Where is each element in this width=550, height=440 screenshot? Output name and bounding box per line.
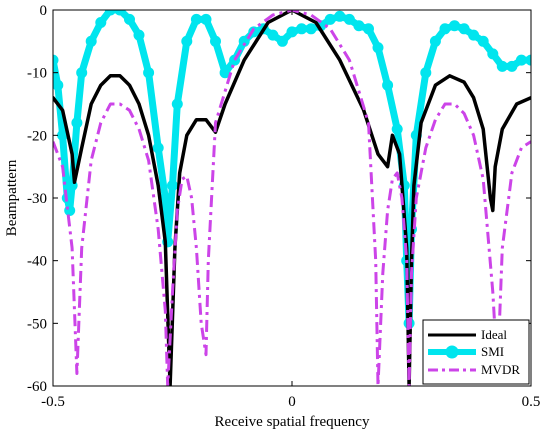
x-axis-title: Receive spatial frequency xyxy=(215,414,370,430)
series-point-smi xyxy=(487,48,499,60)
x-tick-label: 0 xyxy=(288,394,296,410)
series-point-smi xyxy=(95,17,107,28)
series-point-smi xyxy=(167,180,178,191)
series-line-mvdr xyxy=(53,10,531,386)
y-tick-label: 0 xyxy=(40,3,48,19)
series-point-smi xyxy=(238,35,250,47)
y-tick-label: -30 xyxy=(27,191,47,207)
series-point-smi xyxy=(210,35,221,47)
series-point-smi xyxy=(506,60,518,72)
legend-marker-smi xyxy=(445,345,459,359)
series-point-smi xyxy=(343,13,355,25)
series-point-smi xyxy=(525,54,531,66)
series-point-smi xyxy=(429,35,441,47)
series-line-ideal xyxy=(53,10,531,386)
x-tick-label: 0.5 xyxy=(522,394,541,410)
series-point-smi xyxy=(296,23,308,35)
series-point-smi xyxy=(171,98,183,110)
y-tick-label: -10 xyxy=(27,66,47,82)
legend-label-smi: SMI xyxy=(481,344,504,359)
legend-label-ideal: Ideal xyxy=(481,327,507,342)
series-layer xyxy=(53,10,531,386)
series-point-smi xyxy=(468,29,480,41)
series-point-smi xyxy=(382,79,394,91)
y-tick-label: -20 xyxy=(27,128,47,144)
series-point-smi xyxy=(267,29,279,41)
series-point-smi xyxy=(71,117,83,129)
series-point-smi xyxy=(496,60,508,72)
y-tick-label: -50 xyxy=(27,316,47,332)
series-point-smi xyxy=(286,26,298,38)
series-point-smi xyxy=(143,67,155,79)
y-axis-title: Beampattern xyxy=(4,159,20,236)
series-point-smi xyxy=(53,54,59,66)
series-point-smi xyxy=(334,10,346,22)
series-point-smi xyxy=(449,20,460,32)
series-point-smi xyxy=(114,10,126,16)
series-point-smi xyxy=(372,42,384,54)
series-point-smi xyxy=(353,20,365,32)
series-point-smi xyxy=(420,67,432,79)
series-point-smi xyxy=(124,13,135,25)
y-tick-label: -40 xyxy=(27,254,47,270)
series-point-smi xyxy=(363,23,374,35)
series-point-smi xyxy=(439,23,451,35)
series-point-smi xyxy=(305,23,317,35)
x-tick-label: -0.5 xyxy=(41,394,65,410)
series-point-smi xyxy=(76,67,88,79)
series-point-smi xyxy=(190,13,202,25)
y-tick-label: -60 xyxy=(27,379,47,395)
series-point-smi xyxy=(104,10,116,16)
series-point-smi xyxy=(53,79,64,91)
series-point-smi xyxy=(515,54,527,66)
axes-layer: -0.5 0 0.5 0 -10 -20 -30 -40 -50 -60 xyxy=(27,3,540,410)
legend: Ideal SMI MVDR xyxy=(422,319,530,385)
series-point-smi xyxy=(391,123,403,135)
series-point-smi xyxy=(200,13,212,25)
series-point-smi xyxy=(477,35,489,47)
series-point-smi xyxy=(85,35,97,47)
series-point-smi xyxy=(181,35,193,47)
legend-label-mvdr: MVDR xyxy=(481,362,520,377)
series-point-smi xyxy=(324,13,336,25)
series-point-smi xyxy=(458,23,470,35)
series-point-smi xyxy=(133,29,145,41)
series-point-smi xyxy=(276,35,288,47)
series-point-smi xyxy=(152,142,164,154)
